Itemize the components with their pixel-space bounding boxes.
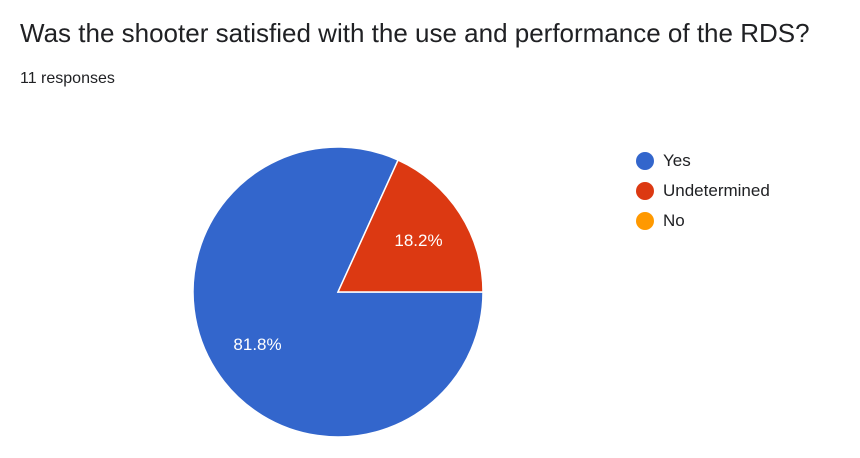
- legend-item-yes[interactable]: Yes: [636, 146, 770, 176]
- pie-labels: 81.8% 18.2%: [233, 231, 442, 354]
- pie-slices: [192, 146, 484, 438]
- legend-label-no: No: [663, 211, 685, 230]
- response-count: 11 responses: [20, 70, 115, 87]
- legend-swatch-yes: [636, 152, 654, 170]
- pie-slice-undetermined[interactable]: [336, 159, 484, 293]
- legend-item-no[interactable]: No: [636, 206, 770, 236]
- legend-label-undetermined: Undetermined: [663, 181, 770, 200]
- question-title: Was the shooter satisfied with the use a…: [20, 18, 810, 48]
- slice-label-undetermined: 18.2%: [394, 231, 442, 250]
- legend-item-undetermined[interactable]: Undetermined: [636, 176, 770, 206]
- slice-label-yes: 81.8%: [233, 335, 281, 354]
- legend-label-yes: Yes: [663, 151, 691, 170]
- legend-swatch-no: [636, 212, 654, 230]
- chart-legend: Yes Undetermined No: [636, 146, 770, 236]
- legend-swatch-undetermined: [636, 182, 654, 200]
